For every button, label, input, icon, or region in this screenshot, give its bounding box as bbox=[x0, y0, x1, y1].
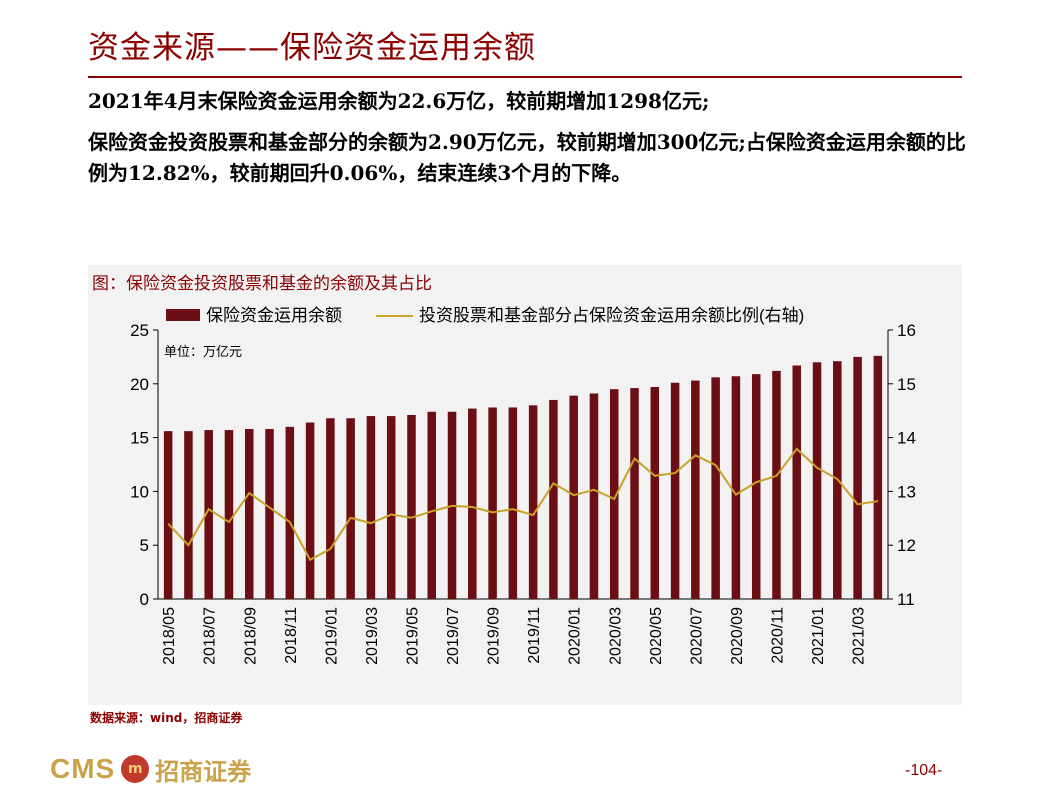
bar bbox=[163, 431, 173, 599]
bar bbox=[812, 362, 822, 599]
logo-mark-icon: m bbox=[121, 755, 150, 783]
bar bbox=[366, 416, 376, 599]
slide-title: 资金来源——保险资金运用余额 bbox=[88, 30, 536, 66]
summary-line-1: 2021年4月末保险资金运用余额为22.6万亿，较前期增加1298亿元; bbox=[88, 89, 710, 113]
legend-bar-label: 保险资金运用余额 bbox=[206, 306, 342, 325]
y-right-tick-label: 13 bbox=[897, 482, 916, 501]
x-tick-label: 2021/03 bbox=[851, 607, 868, 665]
x-tick-label: 2020/01 bbox=[567, 607, 584, 665]
y-right-tick-label: 15 bbox=[897, 375, 916, 394]
bar bbox=[792, 365, 802, 599]
y-left-tick-label: 10 bbox=[130, 482, 149, 501]
legend-bar-swatch bbox=[166, 309, 200, 321]
ratio-line bbox=[167, 447, 879, 562]
x-tick-label: 2018/09 bbox=[242, 607, 259, 665]
x-tick-label: 2021/01 bbox=[810, 607, 827, 665]
chart-caption: 图：保险资金投资股票和基金的余额及其占比 bbox=[92, 274, 432, 294]
x-tick-label: 2020/09 bbox=[729, 607, 746, 665]
y-left-tick-label: 15 bbox=[130, 429, 149, 448]
bar bbox=[204, 430, 213, 599]
bar bbox=[285, 426, 295, 599]
y-left-tick-label: 20 bbox=[130, 375, 149, 394]
plot-area: 0 5 10 15 20 25 11 12 13 14 15 16 2018/05 2018/07 2018… bbox=[130, 321, 916, 665]
y-right-tick-label: 14 bbox=[897, 429, 916, 448]
bar bbox=[386, 416, 396, 599]
bar bbox=[305, 422, 315, 599]
bar bbox=[184, 431, 193, 599]
bar bbox=[873, 355, 883, 599]
logo-latin: CMS bbox=[50, 753, 116, 784]
bar bbox=[751, 374, 761, 599]
chart-legend: 保险资金运用余额 投资股票和基金部分占保险资金运用余额比例(右轴) bbox=[166, 306, 804, 325]
x-tick-label: 2020/07 bbox=[688, 607, 705, 665]
x-tick-label: 2019/07 bbox=[445, 607, 462, 665]
bar bbox=[853, 356, 862, 599]
chart-panel: 图：保险资金投资股票和基金的余额及其占比 保险资金运用余额 投资股票和基金部分占… bbox=[88, 265, 962, 705]
x-tick-label: 2019/09 bbox=[486, 607, 503, 665]
bar bbox=[265, 428, 274, 599]
legend-line-label: 投资股票和基金部分占保险资金运用余额比例(右轴) bbox=[419, 306, 804, 325]
bar bbox=[488, 407, 497, 599]
bar bbox=[508, 407, 518, 599]
bar bbox=[630, 388, 639, 599]
x-tick-label: 2019/05 bbox=[404, 607, 421, 665]
data-source: 数据来源：wind，招商证券 bbox=[90, 711, 243, 725]
unit-label: 单位：万亿元 bbox=[164, 344, 242, 359]
x-tick-label: 2018/07 bbox=[202, 607, 219, 665]
bar bbox=[549, 399, 558, 599]
bar bbox=[731, 376, 741, 599]
bar bbox=[711, 377, 720, 599]
bar bbox=[650, 387, 660, 599]
bar bbox=[244, 428, 254, 599]
x-tick-label: 2019/03 bbox=[364, 607, 381, 665]
y-left-tick-label: 25 bbox=[130, 321, 149, 340]
bar bbox=[407, 415, 416, 599]
y-left-tick-label: 0 bbox=[140, 590, 149, 609]
y-right-tick-label: 16 bbox=[897, 321, 916, 340]
x-tick-label: 2018/05 bbox=[161, 607, 178, 665]
y-left-tick-label: 5 bbox=[140, 536, 149, 555]
bar bbox=[691, 380, 700, 599]
bar bbox=[224, 430, 234, 599]
title-divider bbox=[88, 76, 962, 78]
bar bbox=[427, 411, 437, 599]
x-tick-label: 2020/03 bbox=[607, 607, 624, 665]
company-logo: CMS m 招商证券 bbox=[50, 752, 251, 786]
chart-svg: 保险资金运用余额 投资股票和基金部分占保险资金运用余额比例(右轴) 单位：万亿元… bbox=[130, 306, 916, 665]
page-number: -104- bbox=[905, 762, 943, 779]
y-right-tick-label: 11 bbox=[897, 590, 915, 609]
x-tick-label: 2020/05 bbox=[648, 607, 665, 665]
bar bbox=[468, 408, 477, 599]
bar bbox=[772, 370, 781, 599]
x-tick-label: 2018/11 bbox=[283, 607, 300, 664]
bar bbox=[528, 405, 538, 599]
summary-line-2: 保险资金投资股票和基金部分的余额为2.90万亿元，较前期增加300亿元;占保险资… bbox=[88, 130, 966, 185]
bar bbox=[609, 389, 619, 599]
x-tick-label: 2019/01 bbox=[323, 607, 340, 665]
x-tick-label: 2020/11 bbox=[769, 607, 786, 664]
logo-chinese: 招商证券 bbox=[155, 756, 252, 786]
bar bbox=[670, 382, 680, 599]
bar bbox=[326, 418, 335, 599]
y-right-tick-label: 12 bbox=[897, 536, 916, 555]
bar bbox=[569, 395, 578, 599]
bar bbox=[589, 393, 599, 599]
bar bbox=[346, 418, 355, 599]
x-tick-label: 2019/11 bbox=[526, 607, 543, 664]
